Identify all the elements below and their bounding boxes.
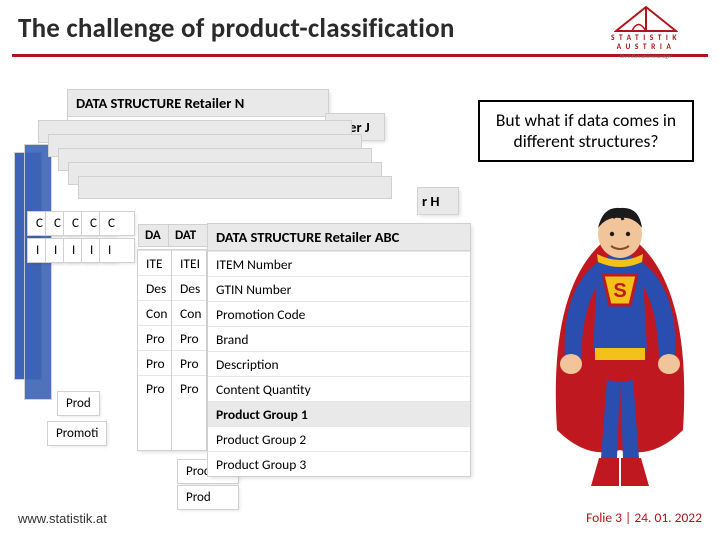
card-stack-area: DATA STRUCTURE Retailer N tailer J r H C… [18,90,478,520]
col-stub: I [100,239,134,262]
stub-row: Con [172,300,206,325]
table-row: Brand [208,326,470,351]
logo-subtitle: Die Informationsmanager [586,54,706,60]
card-edge [24,144,52,400]
svg-text:S: S [613,280,626,302]
stub-row: Pro [172,325,206,350]
stub-row: Pro [138,350,172,375]
footer-url: www.statistik.at [18,511,107,526]
table-row: Promotion Code [208,301,470,326]
table-row: Product Group 2 [208,426,470,451]
col-stub: C [100,212,134,235]
frag-promo: Promoti [48,422,106,445]
table-row: Content Quantity [208,376,470,401]
stub-row: Con [138,300,172,325]
table-row: ITEM Number [208,251,470,276]
stub-row: ITE [138,250,172,275]
stub-row: Pro [172,350,206,375]
frag-prod2: Prod [178,486,238,509]
stub-row: Pro [172,375,206,400]
superhero-illustration: S [543,200,698,490]
card-header: DATA STRUCTURE Retailer N [68,90,328,117]
card-header-ghost [78,176,392,199]
stub-row: Des [172,275,206,300]
table-row: GTIN Number [208,276,470,301]
table-row: Product Group 1 [208,401,470,426]
brand-logo: STATISTIK AUSTRIA Die Informationsmanage… [586,4,706,52]
frag-prod: Prod [58,392,99,415]
logo-brand-text: STATISTIK AUSTRIA [586,34,706,52]
card-retailer-n: DATA STRUCTURE Retailer N [68,90,328,120]
card-retailer-h-tail: r H [418,188,458,214]
card-header: r H [418,188,458,215]
table-row: Description [208,351,470,376]
col-stub-card: ITEI Des Con Pro Pro Pro [172,250,206,450]
col-stub-card: ITE Des Con Pro Pro Pro [138,250,172,450]
stub-row: Pro [138,375,172,400]
stub-row: Des [138,275,172,300]
card-retailer-abc: DATA STRUCTURE Retailer ABC ITEM Number … [208,224,470,476]
footer-page-info: Folie 3 | 24. 01. 2022 [586,509,702,526]
logo-mark-icon [614,4,678,32]
stub-row: Pro [138,325,172,350]
superhero-icon: S [543,200,698,490]
stub-row: ITEI [172,250,206,275]
table-row: Product Group 3 [208,451,470,476]
card-header: DATA STRUCTURE Retailer ABC [208,224,470,251]
callout-box: But what if data comes in different stru… [478,100,694,162]
slide-title: The challenge of product-classification [18,12,455,45]
